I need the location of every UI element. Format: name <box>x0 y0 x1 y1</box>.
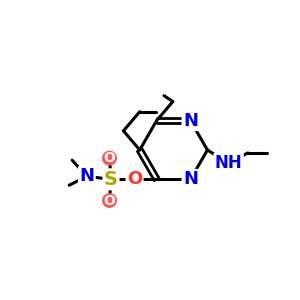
Text: O: O <box>127 170 142 188</box>
Text: N: N <box>183 170 198 188</box>
Text: N: N <box>79 167 94 185</box>
Circle shape <box>103 152 116 165</box>
Text: NH: NH <box>215 154 242 172</box>
Text: O: O <box>103 151 116 165</box>
Circle shape <box>103 194 116 207</box>
Text: N: N <box>183 112 198 130</box>
Text: S: S <box>104 170 118 189</box>
Text: O: O <box>103 194 116 208</box>
